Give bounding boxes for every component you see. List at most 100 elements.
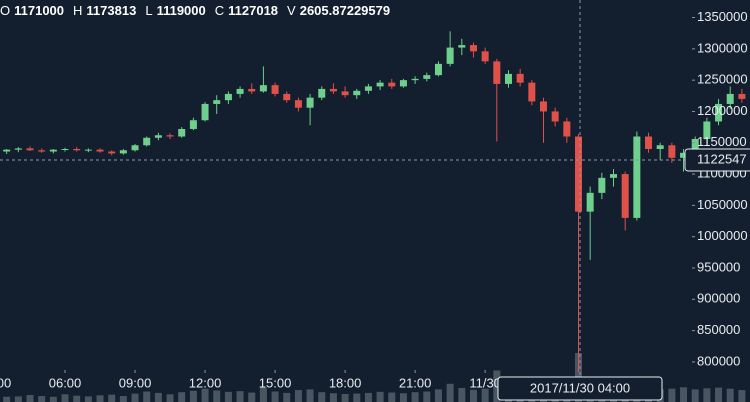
candle-body (96, 149, 104, 152)
volume-bar (143, 391, 151, 402)
header-value: 1173813 (86, 3, 137, 18)
volume-bar (318, 392, 326, 402)
candle-body (294, 100, 302, 108)
candle-body (481, 51, 489, 62)
candle-body (715, 103, 723, 122)
x-tick-label: 21:00 (399, 375, 432, 390)
volume-bar (26, 395, 34, 402)
volume-bar (703, 388, 711, 402)
candle-body (283, 93, 291, 101)
candle-body (434, 63, 442, 76)
volume-bar (248, 392, 256, 402)
header-item: C 1127018 (215, 3, 278, 18)
candle-body (598, 177, 606, 193)
y-tick-label: 1150000 (697, 134, 747, 149)
volume-bar (3, 396, 11, 402)
y-tick-label: 1300000 (697, 40, 748, 55)
candle-body (726, 93, 734, 104)
candle-layer (3, 31, 746, 372)
candle-body (528, 82, 536, 102)
candle-body (201, 103, 209, 121)
volume-bar (481, 388, 489, 402)
candle-body (271, 85, 279, 94)
volume-bar (388, 392, 396, 402)
candle-body (738, 93, 746, 99)
y-tick-label: 1250000 (697, 72, 748, 87)
header-item: O 1171000 (0, 3, 64, 18)
y-crosshair-box (684, 148, 750, 172)
x-tick-label: 09:00 (119, 375, 152, 390)
candle-body (551, 111, 559, 122)
candle-body (376, 82, 384, 87)
candle-body (248, 88, 256, 92)
volume-bar (469, 389, 477, 402)
candle-body (61, 149, 69, 151)
volume-bar (119, 396, 127, 402)
candle-body (341, 91, 349, 96)
axis-layer: 800000 850000 900000 950000 1000000 1050000 11… (0, 9, 748, 390)
y-tick-label: 950000 (697, 259, 740, 274)
volume-bar (411, 392, 419, 402)
candle-body (166, 135, 174, 137)
volume-bar (108, 394, 116, 402)
volume-bar (259, 387, 267, 402)
candle-body (458, 45, 466, 48)
volume-bar (49, 396, 57, 402)
candle-body (353, 90, 361, 96)
volume-bar (738, 390, 746, 402)
candle-body (621, 174, 629, 218)
candle-body (691, 139, 699, 153)
y-tick-label: 850000 (697, 322, 740, 337)
header-item: V 2605.87229579 (287, 3, 390, 18)
candle-body (189, 120, 197, 129)
candle-body (73, 149, 81, 151)
volume-bar (61, 394, 69, 402)
candle-body (108, 151, 116, 154)
candle-body (329, 88, 337, 92)
volume-bar (271, 391, 279, 402)
candle-body (213, 100, 221, 104)
header-item: H 1173813 (73, 3, 136, 18)
x-tick-label: 06:00 (49, 375, 82, 390)
candle-body (26, 148, 34, 151)
candle-body (84, 149, 92, 151)
candle-body (586, 192, 594, 212)
x-crosshair-box (497, 376, 663, 401)
candle-body (306, 97, 314, 108)
candle-body (3, 149, 11, 152)
volume-bar (458, 388, 466, 402)
candle-body (633, 136, 641, 218)
candle-body (154, 135, 162, 138)
candle-body (399, 80, 407, 87)
volume-bar (201, 388, 209, 402)
y-crosshair-label: 1122547 (697, 151, 747, 166)
candle-body (236, 88, 244, 94)
volume-bar (189, 390, 197, 402)
volume-bar (224, 391, 232, 402)
volume-bar (376, 391, 384, 402)
candle-body (703, 121, 711, 140)
volume-bar (166, 394, 174, 402)
volume-bar (131, 393, 139, 402)
x-tick-label: 11/30 (469, 375, 501, 390)
volume-bar (680, 387, 688, 402)
candle-body (143, 137, 151, 146)
header-label: H (73, 3, 83, 18)
volume-bar (364, 392, 372, 402)
candle-body (224, 93, 232, 101)
x-crosshair-label: 2017/11/30 04:00 (530, 380, 630, 395)
volume-bar (715, 387, 723, 402)
header-label: C (214, 3, 225, 18)
candle-body (14, 148, 22, 150)
candle-body (516, 73, 524, 83)
candle-body (131, 145, 139, 151)
candle-body (446, 47, 454, 64)
volume-bar (353, 393, 361, 402)
volume-bar (73, 395, 81, 402)
candle-body (656, 145, 664, 150)
candle-body (178, 128, 186, 137)
volume-bar (341, 393, 349, 402)
header-item: L 1119000 (145, 3, 205, 18)
